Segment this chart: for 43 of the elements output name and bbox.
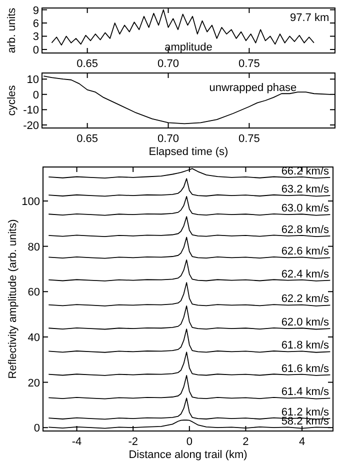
series-label: 62.0 km/s (281, 316, 330, 329)
y-axis-title: cycles (6, 84, 18, 116)
x-tick-label: -4 (72, 436, 82, 448)
x-tick-label: 4 (298, 436, 306, 448)
legend-label: 61.4 km/s (281, 386, 330, 398)
legend-label: 61.8 km/s (281, 340, 330, 352)
y-tick-label: 40 (28, 332, 40, 344)
y-tick-label: 0 (32, 44, 39, 56)
annotation: unwrapped phase (209, 82, 297, 94)
annotation: 97.7 km (290, 12, 330, 24)
series-label: 62.4 km/s (281, 268, 330, 280)
legend-label: 63.2 km/s (281, 184, 330, 196)
x-tick-label: 2 (242, 436, 249, 448)
y-axis-title: arb. units (6, 7, 18, 54)
x-tick-label: 0 (186, 436, 192, 448)
x-axis-title: Distance along trail (km) (128, 449, 248, 461)
x-tick-label: -2 (128, 436, 138, 448)
y-tick-label: 6 (32, 18, 39, 30)
annotation: amplitude (164, 41, 212, 54)
x-tick-label: 0.65 (76, 133, 98, 145)
y-tick-label: 10 (26, 74, 39, 86)
x-tick-label: 0.70 (158, 133, 179, 145)
series-label: 62.8 km/s (281, 224, 330, 236)
y-axis-title: Reflectivity amplitude (arb. units) (7, 219, 19, 379)
y-tick-label: 0 (34, 422, 40, 435)
x-tick-label: 0.75 (238, 58, 260, 70)
legend-label: 62.2 km/s (281, 293, 330, 306)
y-tick-label: -10 (23, 104, 39, 117)
series-label: 61.6 km/s (281, 362, 330, 375)
y-tick-label: 80 (28, 241, 40, 254)
x-tick-label: 0.75 (238, 133, 260, 145)
y-tick-label: -20 (23, 120, 39, 132)
x-tick-label: 0.70 (158, 58, 179, 70)
y-tick-label: 100 (22, 196, 40, 208)
y-tick-label: 0 (32, 89, 39, 102)
y-tick-label: 60 (28, 286, 40, 299)
legend-label: 62.6 km/s (281, 246, 330, 258)
x-tick-label: 0.65 (76, 58, 98, 70)
legend-label: 63.0 km/s (281, 202, 330, 215)
y-tick-label: 20 (28, 377, 40, 390)
y-tick-label: 3 (32, 31, 39, 44)
x-axis-title: Elapsed time (s) (148, 146, 228, 158)
y-tick-label: 9 (32, 4, 39, 17)
